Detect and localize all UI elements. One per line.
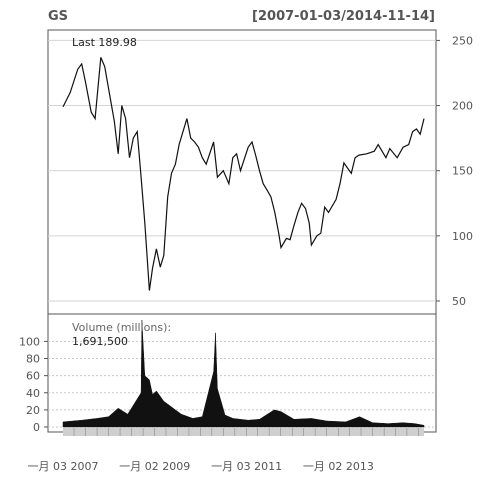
volume-panel: 0 20 40 60 80 100 Volume (millions): 1,691,50… [19, 313, 437, 434]
volume-series-area [62, 319, 425, 428]
price-panel: 50 100 150 200 250 Last 189.98 [47, 29, 473, 315]
volume-y-axis: 0 20 40 60 80 100 [19, 335, 48, 434]
x-axis-tick-label: 一月 03 2007 [28, 460, 99, 473]
volume-y-tick-label: 20 [26, 404, 40, 417]
price-y-tick-label: 150 [452, 165, 473, 178]
price-series-line [62, 57, 425, 291]
time-axis-band [63, 428, 424, 436]
x-axis-tick-label: 一月 02 2009 [119, 460, 190, 473]
x-axis-tick-label: 一月 02 2013 [303, 460, 374, 473]
volume-y-tick-label: 60 [26, 370, 40, 383]
price-y-tick-label: 50 [452, 295, 466, 308]
date-range-label: [2007-01-03/2014-11-14] [252, 9, 435, 24]
volume-y-tick-label: 40 [26, 387, 40, 400]
x-axis: 一月 03 2007 一月 02 2009 一月 03 2011 一月 02 2013 [28, 428, 419, 473]
price-gridlines [48, 39, 436, 302]
volume-y-tick-label: 100 [19, 335, 40, 348]
chart-title: GS [48, 9, 68, 24]
price-y-tick-label: 100 [452, 230, 473, 243]
price-y-axis: 50 100 150 200 250 [436, 34, 473, 308]
volume-y-tick-label: 0 [33, 421, 40, 434]
volume-label: Volume (millions): [72, 321, 171, 334]
volume-last-value: 1,691,500 [72, 335, 128, 348]
price-y-tick-label: 250 [452, 34, 473, 47]
last-price-label: Last 189.98 [72, 36, 137, 49]
price-y-tick-label: 200 [452, 100, 473, 113]
x-axis-tick-label: 一月 03 2011 [211, 460, 282, 473]
volume-y-tick-label: 80 [26, 353, 40, 366]
